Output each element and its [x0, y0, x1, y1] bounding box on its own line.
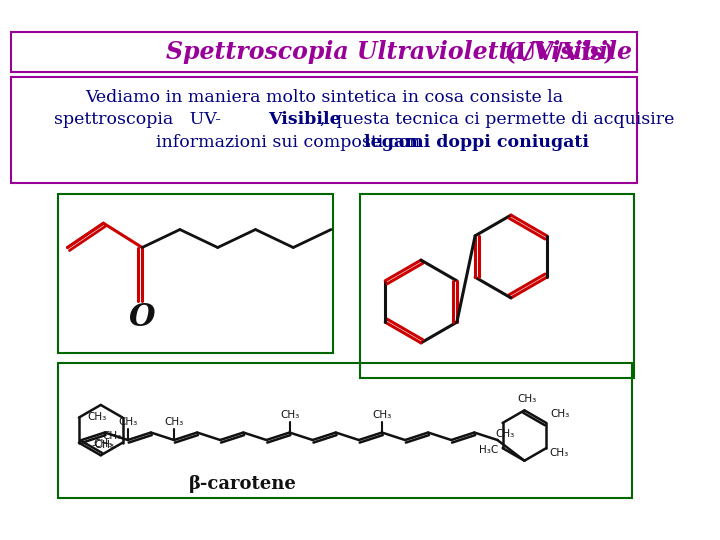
- Text: CH₃: CH₃: [94, 438, 113, 449]
- Text: CH₃: CH₃: [118, 417, 138, 427]
- Bar: [360, 193, 634, 378]
- Text: (UV/Vis): (UV/Vis): [488, 40, 615, 64]
- Text: O: O: [129, 302, 156, 333]
- Text: CH₃: CH₃: [164, 417, 184, 427]
- Text: informazioni sui composti con: informazioni sui composti con: [156, 134, 426, 151]
- Text: CH₃: CH₃: [518, 394, 536, 403]
- Text: CH₃: CH₃: [372, 409, 392, 420]
- Text: -CH₃: -CH₃: [91, 440, 114, 449]
- Text: CH₃: CH₃: [88, 411, 107, 422]
- Text: CH₃: CH₃: [102, 430, 122, 441]
- Bar: [58, 193, 333, 353]
- Text: legami doppi coniugati: legami doppi coniugati: [364, 134, 590, 151]
- Text: Vediamo in maniera molto sintetica in cosa consiste la: Vediamo in maniera molto sintetica in co…: [85, 89, 563, 106]
- Bar: [11, 77, 637, 183]
- Text: spettroscopia   UV-: spettroscopia UV-: [54, 111, 221, 129]
- Text: CH₃: CH₃: [550, 409, 570, 419]
- Text: Spettroscopia Ultravioletta/Visibile: Spettroscopia Ultravioletta/Visibile: [166, 40, 632, 64]
- Bar: [11, 32, 637, 72]
- Text: Visibile: Visibile: [268, 111, 341, 129]
- Text: H₃C: H₃C: [480, 445, 499, 455]
- Bar: [58, 363, 632, 497]
- Text: , questa tecnica ci permette di acquisire: , questa tecnica ci permette di acquisir…: [320, 111, 675, 129]
- Text: CH₃: CH₃: [495, 429, 515, 438]
- Text: CH₃: CH₃: [280, 409, 300, 420]
- Text: CH₃: CH₃: [549, 448, 569, 457]
- Text: β-carotene: β-carotene: [189, 475, 297, 493]
